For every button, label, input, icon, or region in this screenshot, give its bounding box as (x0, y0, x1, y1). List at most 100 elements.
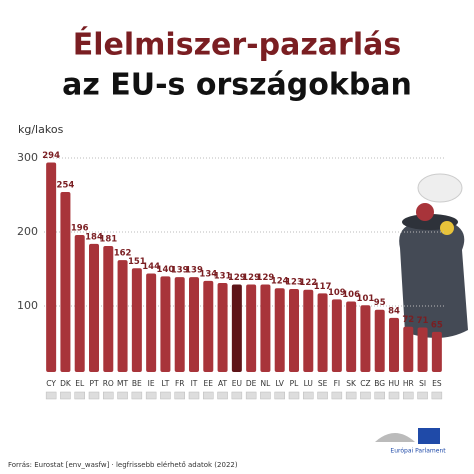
value-label: 144 (142, 262, 160, 272)
flag (60, 391, 71, 400)
x-tick-label: DK (60, 379, 72, 388)
x-tick-label: BG (374, 379, 385, 388)
bar (303, 289, 314, 372)
x-tick-label: SI (419, 379, 426, 388)
y-tick-label: 100 (17, 299, 38, 312)
bar (117, 260, 128, 372)
value-label: 71 (417, 316, 429, 326)
flag (417, 391, 428, 400)
flag (245, 391, 257, 400)
value-label: 129 (257, 273, 275, 283)
value-label: 129 (228, 273, 246, 283)
x-tick-label: EU (232, 379, 242, 388)
x-tick-label: PL (290, 379, 300, 388)
bar (274, 288, 285, 372)
value-label: 123 (285, 277, 303, 287)
flag (145, 391, 157, 400)
value-label: 131 (214, 272, 232, 282)
value-label: 294 (42, 151, 60, 161)
flag (231, 391, 243, 400)
x-tick-label: LV (275, 379, 284, 388)
bar (103, 246, 114, 372)
logo-text: Európai Parlament (390, 448, 446, 455)
x-tick-label: LU (304, 379, 313, 388)
chart-title: Élelmiszer-pazarlás (73, 27, 401, 63)
bar (131, 268, 142, 372)
value-label: 140 (157, 265, 175, 275)
x-tick-label: SE (318, 379, 328, 388)
value-label: 101 (357, 294, 375, 304)
y-axis-label: kg/lakos (18, 123, 64, 136)
bar (231, 284, 242, 372)
x-tick-label: EE (204, 379, 214, 388)
bar (146, 273, 157, 372)
x-tick-label: HR (403, 379, 414, 388)
flag (260, 391, 271, 400)
value-label: 151 (128, 257, 146, 267)
x-tick-label: EL (75, 379, 85, 388)
value-label: 139 (185, 266, 203, 276)
x-tick-label: ES (432, 379, 442, 388)
value-label: 129 (242, 273, 260, 283)
source: Forrás: Eurostat [env_wasfw] · legfrisse… (8, 460, 238, 469)
value-label: 65 (431, 320, 443, 330)
bar (374, 309, 385, 372)
x-tick-label: HU (388, 379, 399, 388)
flag (174, 391, 185, 400)
x-tick-label: LT (162, 379, 170, 388)
bar (217, 283, 228, 372)
x-tick-label: NL (261, 379, 272, 388)
flag (303, 391, 314, 400)
bar (46, 162, 57, 372)
flag (160, 391, 171, 400)
flag (103, 391, 114, 400)
value-label: 181 (99, 235, 117, 245)
flag (274, 391, 285, 400)
value-label: 117 (314, 282, 332, 292)
bar (246, 284, 257, 372)
eu-logo (375, 428, 440, 444)
x-tick-label: BE (132, 379, 142, 388)
flag (374, 391, 385, 400)
value-label: 134 (199, 269, 217, 279)
x-tick-label: AT (218, 379, 228, 388)
bar (174, 277, 185, 372)
flag (288, 391, 300, 400)
flag (45, 391, 57, 400)
flag (345, 391, 357, 400)
bar (417, 327, 428, 372)
x-tick-label: CZ (360, 379, 370, 388)
value-label: 162 (114, 249, 132, 259)
x-tick-label: PT (89, 379, 99, 388)
bar (431, 331, 442, 372)
bar (289, 288, 299, 372)
bar (60, 192, 71, 372)
bar (74, 234, 85, 372)
y-tick-label: 200 (17, 225, 38, 238)
value-label: 196 (71, 223, 89, 233)
value-label: 109 (328, 288, 346, 298)
chart-subtitle: az EU-s országokban (62, 68, 412, 103)
value-label: 106 (342, 290, 360, 300)
bar (360, 305, 371, 372)
flag (131, 391, 143, 400)
y-tick-label: 300 (17, 151, 38, 164)
bar (160, 276, 171, 372)
bar (260, 284, 271, 372)
x-tick-label: SK (346, 379, 357, 388)
flag (217, 391, 228, 400)
x-tick-label: MT (117, 379, 128, 388)
x-tick-label: FI (334, 379, 341, 388)
bar (203, 280, 214, 372)
x-tick-label: CY (46, 379, 56, 388)
value-label: 184 (85, 232, 103, 242)
x-tick-label: RO (103, 379, 114, 388)
bar (189, 277, 199, 372)
bar (331, 299, 342, 372)
value-label: 84 (388, 306, 400, 316)
x-tick-label: DE (246, 379, 257, 388)
flag (88, 391, 100, 400)
flag (317, 391, 328, 400)
flag (403, 391, 414, 400)
